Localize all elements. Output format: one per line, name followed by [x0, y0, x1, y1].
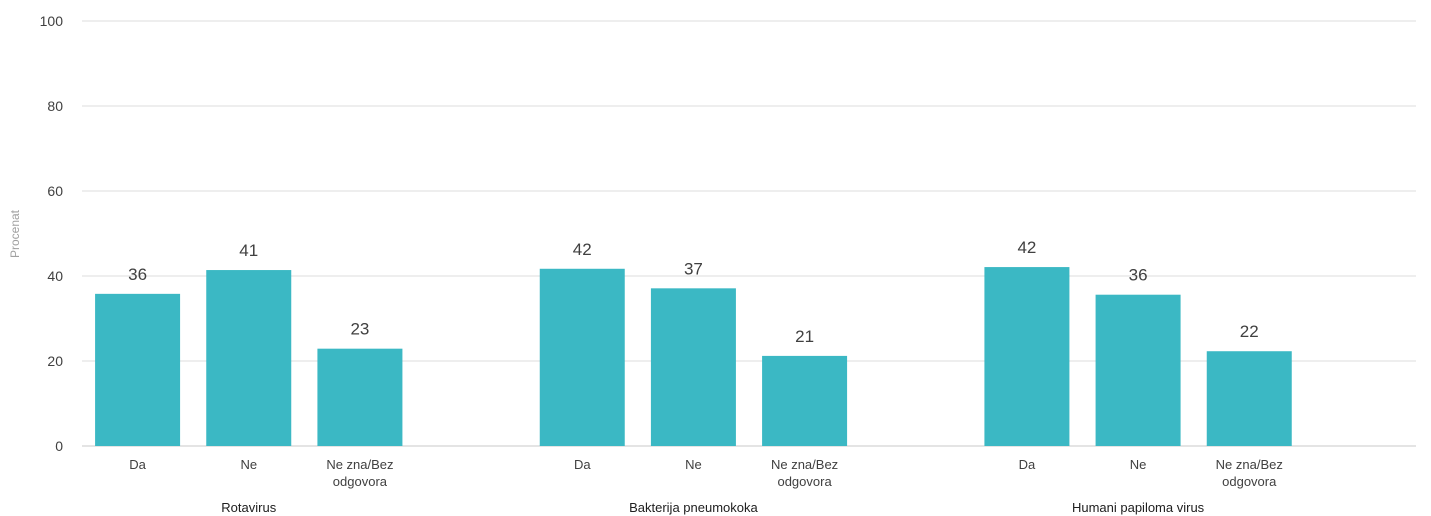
y-tick-label: 80 [47, 98, 63, 114]
data-labels: 36 41 23 42 37 21 42 36 22 [128, 238, 1259, 346]
bar [1095, 294, 1181, 446]
x-category-label: odgovora [1222, 474, 1277, 489]
x-category-label: Ne [240, 457, 257, 472]
x-category-label: odgovora [333, 474, 388, 489]
bars [95, 267, 1292, 446]
bar [1206, 351, 1292, 446]
x-category-label: Ne zna/Bez [771, 457, 838, 472]
data-label: 37 [684, 259, 703, 278]
data-label: 23 [350, 320, 369, 339]
y-tick-label: 0 [55, 438, 63, 454]
x-category-label: Da [129, 457, 146, 472]
x-category-label: Ne [685, 457, 702, 472]
y-tick-label: 60 [47, 183, 63, 199]
bar [95, 293, 181, 446]
data-label: 42 [573, 240, 592, 259]
gridlines [82, 20, 1416, 447]
x-category-label: Ne zna/Bez [1216, 457, 1283, 472]
y-tick-label: 20 [47, 353, 63, 369]
x-axis-category-labels: Da Ne Ne zna/Bez odgovora Da Ne Ne zna/Bez odgo… [129, 457, 1283, 489]
x-group-label: Rotavirus [221, 500, 276, 515]
x-category-label: Ne zna/Bez [326, 457, 393, 472]
y-tick-label: 100 [40, 13, 64, 29]
bar [650, 288, 736, 446]
x-category-label: Da [574, 457, 591, 472]
bar [317, 348, 403, 446]
x-group-label: Humani papiloma virus [1072, 500, 1205, 515]
x-category-label: odgovora [777, 474, 832, 489]
data-label: 41 [239, 241, 258, 260]
bar [984, 267, 1070, 446]
x-axis-group-labels: Rotavirus Bakterija pneumokoka Humani papi… [221, 500, 1204, 515]
x-category-label: Ne [1130, 457, 1147, 472]
bar [206, 270, 292, 446]
y-axis-label: Procenat [8, 209, 22, 258]
bar [762, 355, 848, 446]
data-label: 42 [1017, 238, 1036, 257]
data-label: 21 [795, 327, 814, 346]
y-tick-label: 40 [47, 268, 63, 284]
y-axis-ticks: 0 20 40 60 80 100 [40, 13, 64, 454]
x-category-label: Da [1019, 457, 1036, 472]
data-label: 36 [1129, 266, 1148, 285]
data-label: 36 [128, 265, 147, 284]
bar [539, 268, 625, 446]
data-label: 22 [1240, 322, 1259, 341]
x-group-label: Bakterija pneumokoka [629, 500, 758, 515]
